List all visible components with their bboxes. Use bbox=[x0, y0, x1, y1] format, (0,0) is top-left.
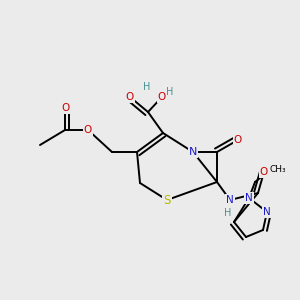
Text: N: N bbox=[263, 207, 271, 217]
Text: O: O bbox=[234, 135, 242, 145]
Text: O: O bbox=[84, 125, 92, 135]
Text: O: O bbox=[126, 92, 134, 102]
Text: N: N bbox=[245, 193, 253, 203]
Text: S: S bbox=[163, 194, 171, 206]
Text: H: H bbox=[166, 87, 174, 97]
Text: O: O bbox=[260, 167, 268, 177]
Text: CH₃: CH₃ bbox=[270, 166, 286, 175]
Text: O: O bbox=[61, 103, 69, 113]
Text: N: N bbox=[226, 195, 234, 205]
Text: H: H bbox=[143, 82, 151, 92]
Text: H: H bbox=[224, 208, 232, 218]
Text: O: O bbox=[158, 92, 166, 102]
Text: N: N bbox=[189, 147, 197, 157]
